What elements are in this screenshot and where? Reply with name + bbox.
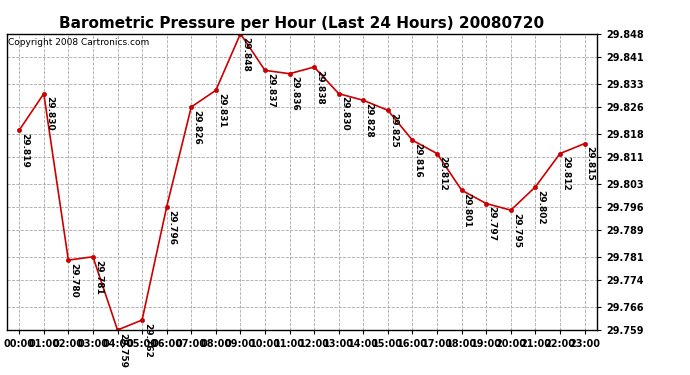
Text: 29.819: 29.819 — [20, 133, 29, 168]
Text: 29.815: 29.815 — [586, 146, 595, 181]
Text: 29.831: 29.831 — [217, 93, 226, 128]
Text: 29.802: 29.802 — [536, 190, 546, 224]
Text: Copyright 2008 Cartronics.com: Copyright 2008 Cartronics.com — [8, 38, 149, 47]
Text: 29.838: 29.838 — [315, 70, 324, 105]
Text: 29.801: 29.801 — [463, 193, 472, 228]
Text: 29.780: 29.780 — [70, 263, 79, 298]
Text: 29.812: 29.812 — [561, 156, 570, 191]
Text: 29.816: 29.816 — [413, 143, 422, 178]
Text: 29.830: 29.830 — [339, 96, 349, 131]
Text: 29.796: 29.796 — [168, 210, 177, 244]
Text: 29.825: 29.825 — [389, 113, 398, 148]
Text: 29.828: 29.828 — [364, 103, 373, 138]
Text: 29.795: 29.795 — [512, 213, 521, 248]
Text: 29.826: 29.826 — [193, 110, 201, 144]
Title: Barometric Pressure per Hour (Last 24 Hours) 20080720: Barometric Pressure per Hour (Last 24 Ho… — [59, 16, 544, 31]
Text: 29.836: 29.836 — [290, 76, 299, 111]
Text: 29.848: 29.848 — [241, 36, 250, 71]
Text: 29.812: 29.812 — [438, 156, 447, 191]
Text: 29.762: 29.762 — [143, 323, 152, 358]
Text: 29.781: 29.781 — [94, 260, 103, 294]
Text: 29.797: 29.797 — [487, 206, 496, 242]
Text: 29.759: 29.759 — [119, 333, 128, 368]
Text: 29.830: 29.830 — [45, 96, 54, 131]
Text: 29.837: 29.837 — [266, 73, 275, 108]
